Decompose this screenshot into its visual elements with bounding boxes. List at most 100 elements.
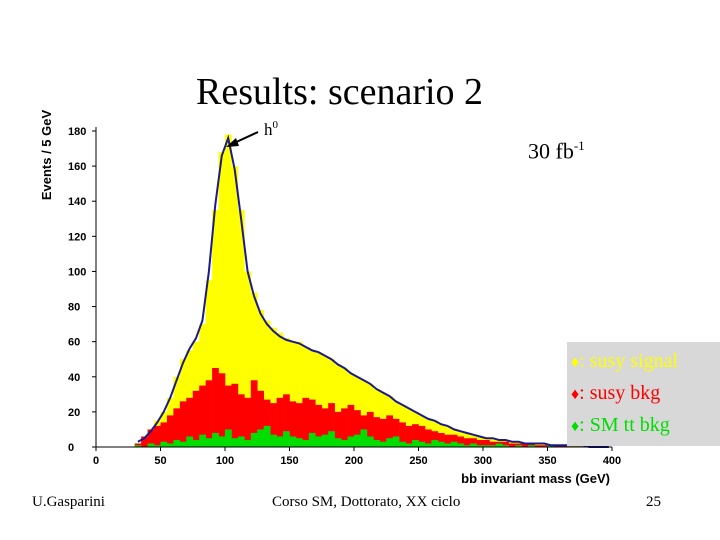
bar (321, 355, 329, 447)
legend-item: ♦: SM tt bkg (571, 410, 720, 442)
bar (276, 332, 284, 447)
bar (231, 438, 239, 447)
bar (237, 436, 245, 447)
bar (154, 425, 161, 447)
bar (225, 134, 232, 447)
bar (354, 410, 361, 447)
legend-diamond-icon: ♦ (571, 386, 580, 403)
bar (405, 443, 413, 447)
bar (289, 436, 297, 447)
bar (231, 166, 239, 447)
bar (289, 401, 297, 447)
bar (463, 438, 471, 447)
bar (399, 441, 406, 447)
bar (528, 445, 535, 447)
bar (244, 439, 252, 447)
bar (392, 436, 400, 447)
legend: ♦: susy signal ♦: susy bkg ♦: SM tt bkg (567, 342, 720, 446)
bar (134, 445, 142, 447)
bar (257, 429, 264, 447)
bar (373, 439, 381, 447)
bar (205, 438, 213, 447)
bar (218, 436, 226, 447)
bar (225, 385, 232, 447)
x-tick-label: 400 (603, 455, 621, 467)
annotation-arrow-head (226, 138, 239, 147)
bar (334, 364, 342, 447)
luminosity-exponent: -1 (573, 138, 585, 153)
bar (263, 425, 271, 447)
bar (379, 418, 387, 447)
bar (308, 432, 316, 447)
x-tick-label: 350 (538, 455, 556, 467)
bar (321, 434, 329, 447)
bar (502, 445, 510, 447)
bar (199, 434, 206, 447)
bar (250, 380, 258, 447)
legend-item: ♦: susy bkg (571, 378, 720, 410)
y-tick-label: 100 (68, 266, 86, 278)
bar (541, 445, 548, 447)
bar (283, 394, 290, 447)
luminosity-value: 30 fb (528, 138, 574, 164)
legend-item: ♦: susy signal (571, 346, 720, 378)
bar (483, 445, 490, 447)
bar (444, 443, 452, 447)
bar (347, 404, 355, 447)
legend-label: : susy bkg (579, 382, 661, 404)
bar (257, 390, 264, 447)
bar (315, 352, 323, 447)
bar (263, 320, 271, 447)
bar (154, 445, 161, 447)
bar (489, 441, 497, 447)
bar (257, 310, 264, 447)
footer-author: U.Gasparini (32, 494, 105, 510)
bar (237, 394, 245, 447)
bar (476, 445, 484, 447)
bar (489, 445, 497, 447)
y-tick-label: 120 (68, 231, 86, 243)
x-tick-label: 200 (345, 455, 363, 467)
bar (147, 443, 155, 447)
bar (392, 418, 400, 447)
bar (173, 408, 181, 447)
bar (308, 350, 316, 447)
y-tick-label: 60 (68, 337, 80, 349)
bar (250, 432, 258, 447)
bar (470, 438, 477, 447)
bar (302, 439, 310, 447)
bar (399, 422, 406, 447)
bar (418, 425, 426, 447)
bar (354, 434, 361, 447)
bar (283, 431, 290, 447)
bar (437, 432, 445, 447)
bar (276, 397, 284, 447)
y-tick-label: 140 (68, 196, 86, 208)
bar (476, 439, 484, 447)
annotation-text: h (264, 120, 273, 139)
bar (341, 408, 348, 447)
bar (302, 346, 310, 447)
bar (412, 439, 419, 447)
bar (457, 436, 464, 447)
legend-label: : SM tt bkg (579, 414, 670, 436)
bar (508, 443, 516, 447)
bar (495, 443, 503, 447)
legend-label: : susy signal (579, 350, 679, 372)
bar (276, 436, 284, 447)
bar (483, 439, 490, 447)
bar (424, 443, 432, 447)
y-axis-label: Events / 5 GeV (39, 110, 54, 201)
bar (360, 429, 368, 447)
bar (166, 443, 174, 447)
y-tick-label: 160 (68, 161, 86, 173)
bar (295, 403, 303, 447)
histogram-bars (134, 134, 587, 448)
bar (412, 424, 419, 447)
bar (366, 411, 374, 447)
bar (192, 390, 200, 447)
bar (295, 341, 303, 447)
x-tick-label: 100 (216, 455, 234, 467)
bar (450, 441, 458, 447)
